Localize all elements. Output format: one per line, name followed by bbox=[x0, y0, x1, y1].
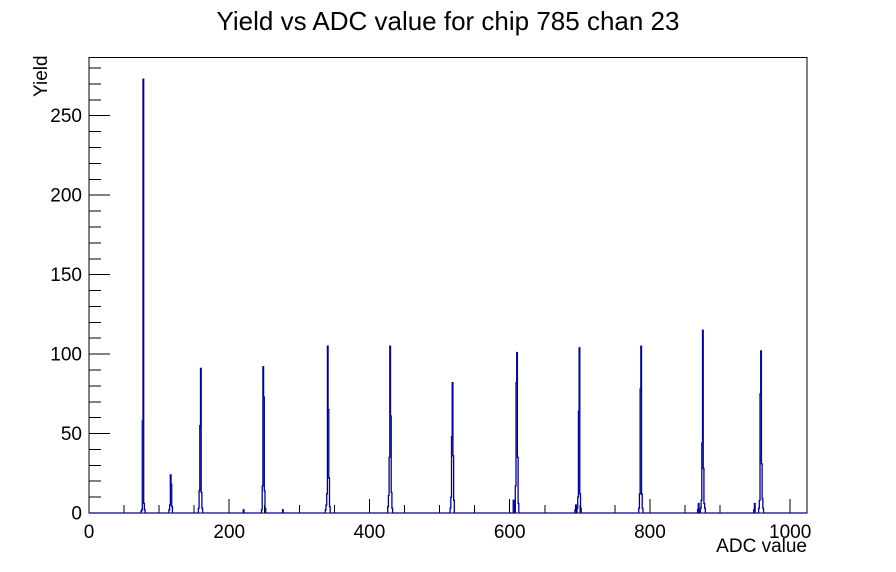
x-tick-label: 1000 bbox=[769, 522, 811, 543]
y-axis-title: Yield bbox=[31, 55, 52, 97]
x-tick-label: 600 bbox=[494, 522, 526, 543]
x-tick-label: 200 bbox=[213, 522, 245, 543]
y-tick-label: 100 bbox=[50, 345, 82, 366]
x-tick-label: 0 bbox=[84, 522, 95, 543]
y-tick-label: 250 bbox=[50, 106, 82, 127]
y-tick-label: 200 bbox=[50, 186, 82, 207]
y-tick-label: 150 bbox=[50, 265, 82, 286]
x-tick-label: 400 bbox=[354, 522, 386, 543]
y-tick-label: 0 bbox=[71, 504, 82, 525]
x-tick-label: 800 bbox=[634, 522, 666, 543]
histogram-line bbox=[89, 78, 807, 514]
chart-title: Yield vs ADC value for chip 785 chan 23 bbox=[216, 6, 680, 36]
y-tick-label: 50 bbox=[61, 424, 82, 445]
x-axis-title: ADC value bbox=[716, 536, 807, 557]
plot-frame bbox=[88, 57, 808, 514]
